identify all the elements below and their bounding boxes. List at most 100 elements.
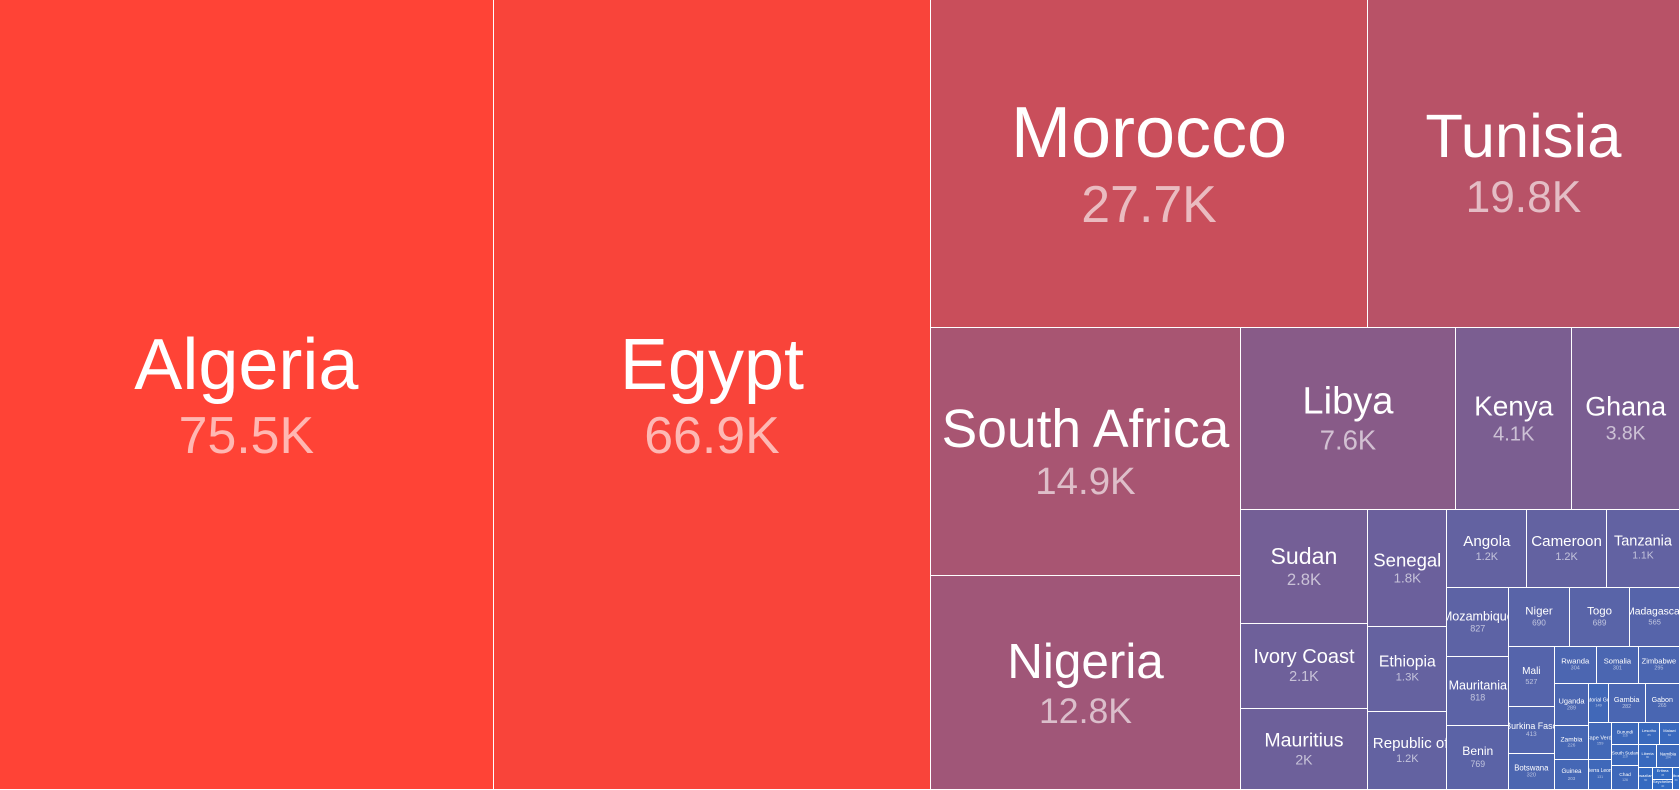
tile-democratic-republic-of-the-congo[interactable]: Democratic Republic of the Congo1.2K — [1368, 711, 1448, 790]
country-value: 159 — [1596, 741, 1604, 747]
country-value: 689 — [1592, 618, 1607, 628]
tile-egypt[interactable]: Egypt 66.9K — [493, 0, 932, 790]
tile-zimbabwe[interactable]: Zimbabwe 295 — [1638, 646, 1680, 684]
tile-label: Mali 527 — [1522, 666, 1540, 686]
tile-togo[interactable]: Togo 689 — [1569, 587, 1631, 647]
tile-ivory-coast[interactable]: Ivory Coast 2.1K — [1240, 623, 1369, 709]
country-name: Zambia — [1560, 736, 1583, 744]
tile-label: Seychelles 40 — [1653, 780, 1672, 788]
country-name: Egypt — [619, 324, 805, 405]
tile-seychelles[interactable]: Seychelles 40 — [1653, 779, 1673, 790]
tile-mauritius[interactable]: Mauritius 2K — [1240, 708, 1369, 790]
country-value: 1.2K — [1475, 550, 1499, 563]
country-value: 82 — [1667, 733, 1672, 738]
tile-label: Cameroon 1.2K — [1531, 533, 1602, 563]
tile-djibouti[interactable]: Djibouti30 — [1673, 767, 1680, 790]
tile-somalia[interactable]: Somalia 301 — [1596, 646, 1639, 684]
country-name: Gambia — [1613, 694, 1640, 704]
country-value: 226 — [1567, 743, 1576, 749]
country-name: Togo — [1587, 605, 1612, 618]
tile-guinea[interactable]: Guinea 203 — [1554, 759, 1590, 790]
tile-morocco[interactable]: Morocco 27.7K — [931, 0, 1368, 328]
country-value: 75.5K — [178, 406, 315, 465]
tile-botswana[interactable]: Botswana 320 — [1509, 753, 1555, 790]
tile-ghana[interactable]: Ghana 3.8K — [1572, 327, 1680, 511]
tile-label: Tunisia 19.8K — [1425, 103, 1621, 225]
tile-tanzania[interactable]: Tanzania 1.1K — [1606, 510, 1680, 588]
tile-label: Ghana 3.8K — [1585, 392, 1666, 445]
tile-malawi[interactable]: Malawi 82 — [1659, 723, 1680, 745]
tile-nigeria[interactable]: Nigeria 12.8K — [931, 576, 1241, 790]
country-value: 265 — [1657, 703, 1667, 710]
tile-rwanda[interactable]: Rwanda 304 — [1554, 646, 1597, 684]
tile-chad[interactable]: Chad 126 — [1611, 766, 1640, 790]
tile-uganda[interactable]: Uganda 289 — [1554, 683, 1590, 727]
tile-liberia[interactable]: Liberia 80 — [1639, 744, 1657, 768]
tile-madagascar[interactable]: Madagascar565 — [1630, 587, 1680, 647]
tile-niger[interactable]: Niger 690 — [1509, 587, 1570, 647]
tile-angola[interactable]: Angola 1.2K — [1447, 510, 1528, 588]
tile-label: Equatorial Guinea149 — [1589, 697, 1607, 709]
tile-south-africa[interactable]: South Africa 14.9K — [931, 327, 1241, 577]
country-value: 14.9K — [1035, 460, 1136, 504]
tile-algeria[interactable]: Algeria 75.5K — [0, 0, 494, 790]
country-value: 3.8K — [1605, 422, 1646, 445]
country-value: 2.8K — [1286, 570, 1322, 590]
country-name: Ivory Coast — [1253, 645, 1355, 668]
country-name: Benin — [1462, 744, 1494, 759]
tile-lesotho[interactable]: Lesotho 85 — [1639, 723, 1660, 745]
country-name: Madagascar — [1630, 606, 1680, 618]
tile-senegal[interactable]: Senegal 1.8K — [1368, 510, 1448, 628]
tile-label: Burkina Faso413 — [1509, 721, 1553, 739]
country-name: Uganda — [1558, 696, 1585, 706]
tile-cameroon[interactable]: Cameroon 1.2K — [1527, 510, 1607, 588]
tile-gambia[interactable]: Gambia 282 — [1608, 683, 1646, 724]
country-value: 304 — [1570, 665, 1580, 672]
tile-label: Somalia 301 — [1604, 656, 1631, 672]
country-name: Ghana — [1585, 391, 1667, 422]
country-name: Senegal — [1373, 549, 1442, 571]
tile-ethiopia[interactable]: Ethiopia 1.3K — [1368, 627, 1448, 712]
country-name: Mauritius — [1264, 729, 1344, 752]
tile-libya[interactable]: Libya 7.6K — [1240, 327, 1457, 511]
tile-mali[interactable]: Mali 527 — [1509, 646, 1555, 707]
country-name: Niger — [1525, 605, 1553, 618]
tile-burkina-faso[interactable]: Burkina Faso413 — [1509, 706, 1555, 754]
country-value: 110 — [1622, 754, 1628, 759]
country-value: 565 — [1648, 617, 1661, 627]
tile-gabon[interactable]: Gabon 265 — [1645, 683, 1680, 724]
country-name: Sierra Leone — [1589, 768, 1612, 775]
tile-zambia[interactable]: Zambia 226 — [1554, 726, 1590, 760]
tile-label: Senegal 1.8K — [1373, 550, 1441, 587]
tile-benin[interactable]: Benin 769 — [1447, 725, 1510, 790]
country-value: 413 — [1526, 731, 1537, 738]
tile-mauritania[interactable]: Mauritania 818 — [1447, 657, 1510, 726]
country-value: 1.2K — [1396, 752, 1419, 765]
tile-label: Swaziland60 — [1639, 774, 1652, 782]
country-name: Cape Verde — [1589, 735, 1612, 742]
country-value: 131 — [1597, 775, 1604, 780]
tile-label: Botswana 320 — [1514, 764, 1548, 779]
tile-label: South Africa 14.9K — [942, 399, 1230, 505]
tile-cape-verde[interactable]: Cape Verde159 — [1589, 723, 1612, 760]
tile-label: Gabon 265 — [1652, 696, 1673, 710]
tile-swaziland[interactable]: Swaziland60 — [1639, 767, 1654, 790]
country-value: 320 — [1526, 772, 1537, 779]
tile-eritrea[interactable]: Eritrea 45 — [1653, 767, 1673, 780]
tile-label: Liberia 80 — [1642, 751, 1654, 760]
tile-tunisia[interactable]: Tunisia 19.8K — [1367, 0, 1680, 328]
tile-kenya[interactable]: Kenya 4.1K — [1456, 327, 1573, 511]
tile-equatorial-guinea[interactable]: Equatorial Guinea149 — [1589, 683, 1609, 724]
tile-south-sudan[interactable]: South Sudan 110 — [1611, 745, 1640, 767]
tile-mozambique[interactable]: Mozambique827 — [1447, 587, 1510, 658]
country-value: 1.3K — [1395, 671, 1419, 684]
tile-burundi[interactable]: Burundi 116 — [1611, 723, 1640, 746]
country-value: 45 — [1660, 772, 1665, 777]
tile-namibia[interactable]: Namibia 104 — [1656, 744, 1680, 768]
tile-sierra-leone[interactable]: Sierra Leone131 — [1589, 759, 1612, 790]
country-name: Angola — [1463, 533, 1511, 551]
tile-sudan[interactable]: Sudan 2.8K — [1240, 510, 1369, 624]
country-name: Equatorial Guinea — [1589, 697, 1607, 704]
tile-label: Malawi 82 — [1663, 729, 1675, 737]
country-value: 1.2K — [1555, 550, 1578, 563]
